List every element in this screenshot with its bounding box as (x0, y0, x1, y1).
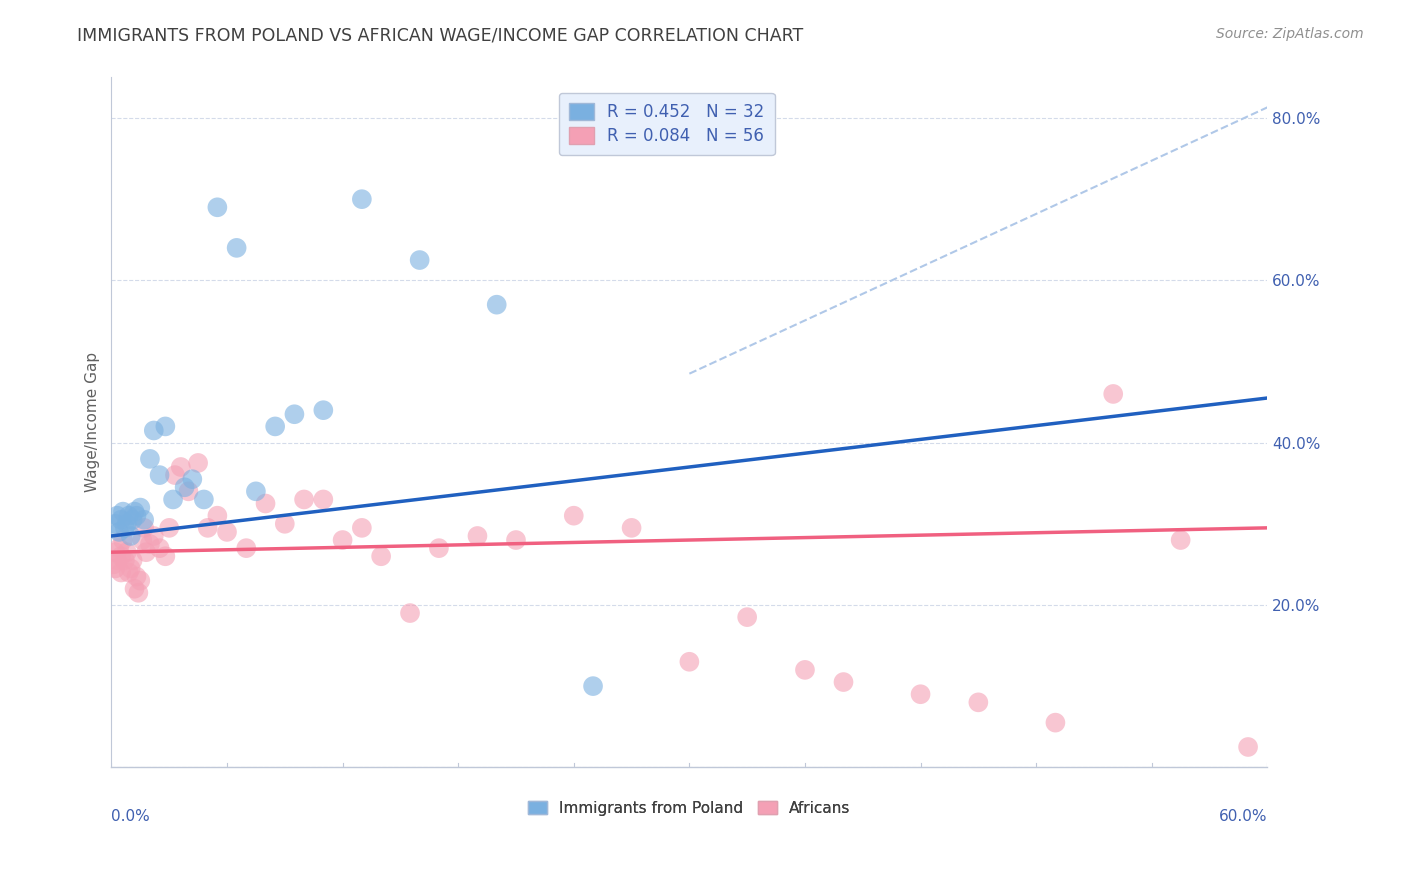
Point (155, 549, 177, 564)
Point (620, 521, 643, 535)
Point (427, 541, 450, 556)
Point (111, 533, 134, 547)
Point (582, 679, 605, 693)
Point (120, 529, 142, 543)
Point (110, 549, 132, 564)
Point (148, 541, 170, 556)
Point (1170, 533, 1192, 547)
Point (162, 492, 184, 507)
Point (129, 500, 152, 515)
Point (177, 484, 200, 499)
Point (124, 505, 146, 519)
Point (332, 533, 354, 547)
Point (173, 480, 195, 494)
Point (910, 687, 932, 701)
Point (114, 521, 136, 535)
Point (370, 549, 392, 564)
Point (104, 561, 127, 575)
Point (187, 456, 209, 470)
Text: 0.0%: 0.0% (111, 809, 150, 823)
Point (350, 521, 373, 535)
Point (127, 586, 149, 600)
Point (215, 524, 238, 539)
Point (225, 241, 247, 255)
Point (108, 524, 131, 539)
Point (485, 298, 508, 312)
Point (292, 492, 315, 507)
Point (505, 533, 527, 547)
Point (129, 574, 152, 588)
Point (274, 516, 297, 531)
Point (283, 407, 305, 421)
Text: IMMIGRANTS FROM POLAND VS AFRICAN WAGE/INCOME GAP CORRELATION CHART: IMMIGRANTS FROM POLAND VS AFRICAN WAGE/I… (77, 27, 804, 45)
Point (121, 553, 143, 567)
Point (115, 545, 138, 559)
Point (155, 419, 177, 434)
Point (1102, 387, 1125, 401)
Point (1045, 715, 1067, 730)
Point (139, 537, 162, 551)
Point (350, 192, 373, 206)
Point (264, 419, 287, 434)
Point (115, 516, 138, 531)
Point (197, 521, 219, 535)
Point (135, 545, 157, 559)
Point (163, 468, 186, 483)
Point (967, 695, 990, 709)
Point (110, 513, 132, 527)
Point (408, 253, 430, 268)
Point (139, 451, 162, 466)
Point (105, 553, 128, 567)
Point (1237, 739, 1260, 754)
Point (562, 508, 585, 523)
Y-axis label: Wage/Income Gap: Wage/Income Gap (86, 352, 100, 492)
Point (108, 541, 131, 556)
Point (254, 496, 277, 510)
Point (104, 545, 127, 559)
Point (114, 553, 136, 567)
Point (120, 561, 142, 575)
Legend: Immigrants from Poland, Africans: Immigrants from Poland, Africans (522, 795, 856, 822)
Point (103, 558, 125, 572)
Point (170, 460, 193, 475)
Point (399, 606, 422, 620)
Point (312, 403, 335, 417)
Text: Source: ZipAtlas.com: Source: ZipAtlas.com (1216, 27, 1364, 41)
Point (157, 521, 180, 535)
Point (134, 521, 156, 535)
Point (207, 508, 229, 523)
Point (832, 675, 855, 690)
Point (105, 508, 128, 523)
Point (678, 655, 700, 669)
Point (110, 566, 132, 580)
Point (111, 505, 134, 519)
Point (235, 541, 257, 556)
Point (131, 533, 153, 547)
Point (245, 484, 267, 499)
Point (312, 492, 335, 507)
Point (794, 663, 817, 677)
Point (148, 468, 170, 483)
Point (125, 569, 148, 583)
Point (467, 529, 489, 543)
Point (181, 472, 204, 486)
Point (207, 200, 229, 214)
Point (142, 424, 165, 438)
Point (104, 516, 127, 531)
Point (134, 513, 156, 527)
Point (121, 513, 143, 527)
Text: 60.0%: 60.0% (1219, 809, 1267, 823)
Point (118, 508, 141, 523)
Point (142, 529, 165, 543)
Point (118, 566, 141, 580)
Point (124, 582, 146, 596)
Point (193, 492, 215, 507)
Point (125, 508, 148, 523)
Point (735, 610, 758, 624)
